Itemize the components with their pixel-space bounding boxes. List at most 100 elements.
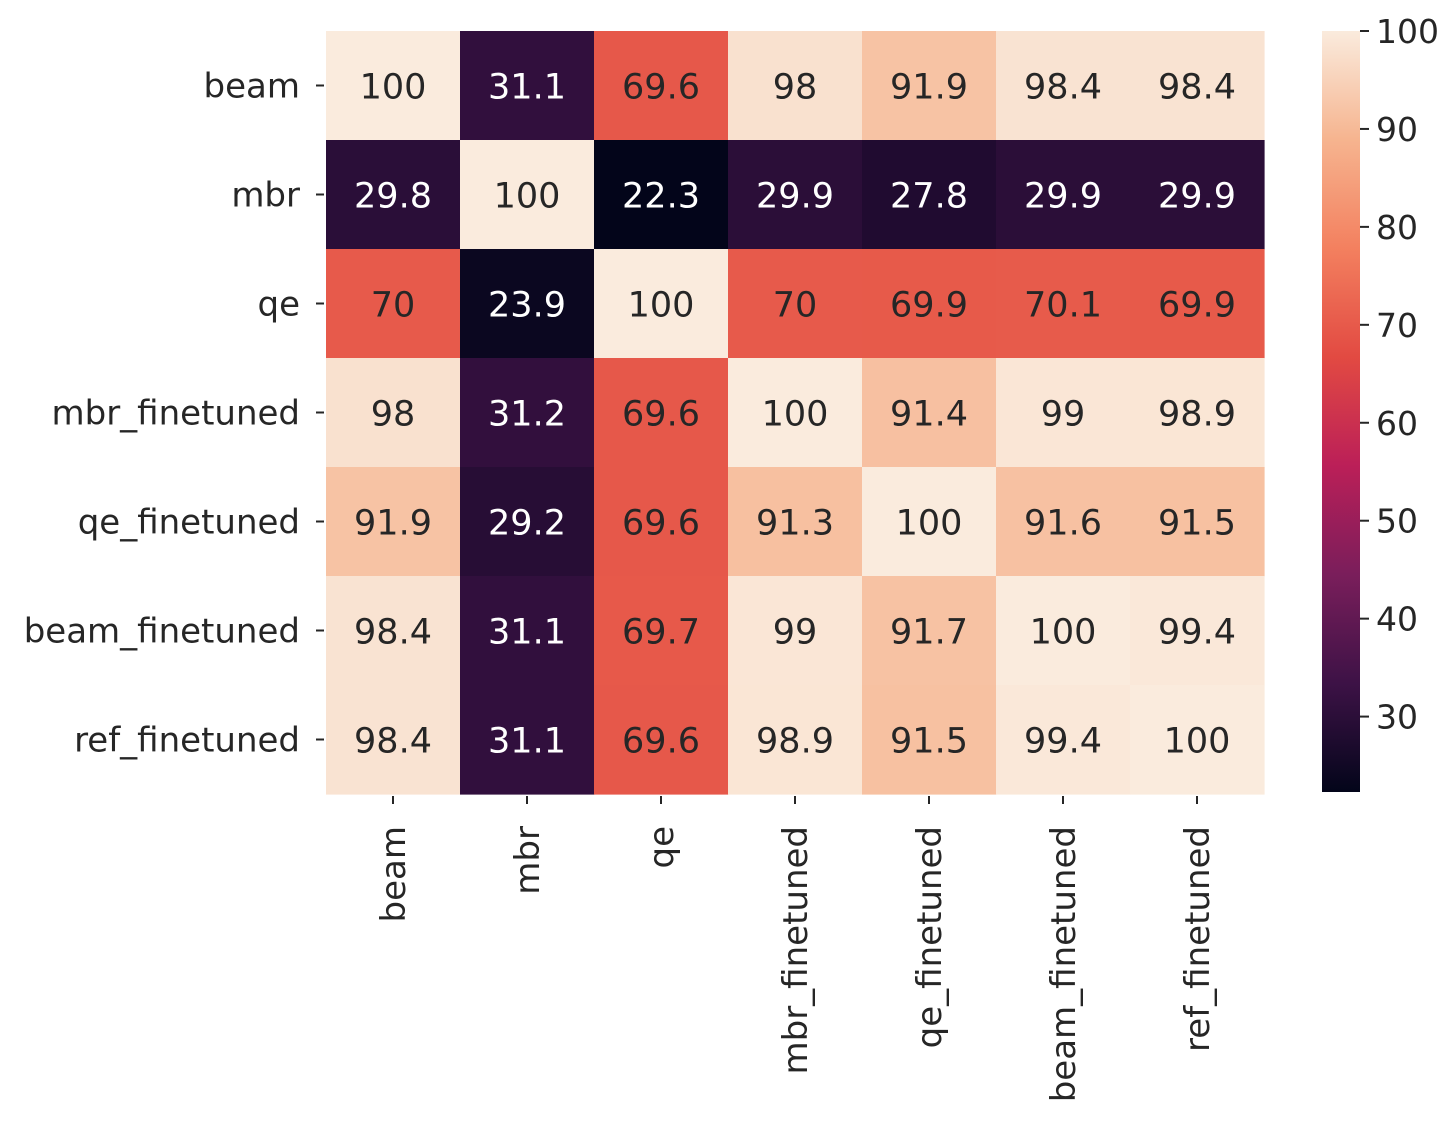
cell-value-label: 100 xyxy=(1164,722,1231,762)
heatmap-cell xyxy=(326,576,461,686)
heatmap-cell xyxy=(460,467,595,577)
heatmap-cell xyxy=(996,358,1131,468)
cell-value-label: 91.5 xyxy=(1158,504,1236,544)
colorbar-tick-label: 40 xyxy=(1376,600,1418,639)
heatmap-cell xyxy=(326,358,461,468)
cell-value-label: 29.8 xyxy=(354,177,432,217)
y-tick-label: qe_finetuned xyxy=(78,503,300,543)
heatmap-cell xyxy=(1130,140,1265,250)
cell-value-label: 29.2 xyxy=(488,504,566,544)
cell-value-label: 23.9 xyxy=(488,286,566,326)
heatmap-cell xyxy=(326,467,461,577)
heatmap-cell xyxy=(728,685,863,795)
heatmap-cell xyxy=(1130,685,1265,795)
heatmap-cell xyxy=(1130,358,1265,468)
x-tick-label: mbr xyxy=(508,826,548,895)
cell-value-label: 98 xyxy=(773,68,818,108)
heatmap-cell xyxy=(862,685,997,795)
x-tick-label: mbr_finetuned xyxy=(776,826,816,1075)
x-tick-label: qe xyxy=(642,826,682,869)
heatmap-cell xyxy=(728,31,863,141)
cell-value-label: 91.7 xyxy=(890,613,968,653)
heatmap-cell xyxy=(460,576,595,686)
cell-value-label: 91.6 xyxy=(1024,504,1102,544)
heatmap-cell xyxy=(1130,576,1265,686)
heatmap-cell xyxy=(728,140,863,250)
heatmap-cell xyxy=(594,31,729,141)
cell-value-label: 69.6 xyxy=(622,504,700,544)
x-tick-label: ref_finetuned xyxy=(1178,826,1218,1052)
cell-value-label: 99 xyxy=(1041,395,1086,435)
cell-value-label: 99.4 xyxy=(1024,722,1102,762)
heatmap-cell xyxy=(996,140,1131,250)
heatmap-cell xyxy=(460,140,595,250)
cell-value-label: 100 xyxy=(1030,613,1097,653)
cell-value-label: 99.4 xyxy=(1158,613,1236,653)
heatmap-cell xyxy=(594,140,729,250)
heatmap-cell xyxy=(728,358,863,468)
y-tick-label: mbr xyxy=(231,176,300,216)
cell-value-label: 98.4 xyxy=(1024,68,1102,108)
cell-value-label: 27.8 xyxy=(890,177,968,217)
cell-value-label: 98.4 xyxy=(1158,68,1236,108)
heatmap-cell xyxy=(728,467,863,577)
cell-value-label: 100 xyxy=(896,504,963,544)
heatmap-cell xyxy=(1130,467,1265,577)
cell-value-label: 29.9 xyxy=(1024,177,1102,217)
heatmap-cell xyxy=(460,31,595,141)
colorbar-gradient xyxy=(1322,31,1360,792)
cell-value-label: 31.2 xyxy=(488,395,566,435)
heatmap-cell xyxy=(594,467,729,577)
y-axis: beam mbr qe mbr_finetuned qe_finetuned beam_f… xyxy=(24,67,324,761)
heatmap-cell xyxy=(996,31,1131,141)
x-tick-label: beam_finetuned xyxy=(1044,826,1084,1102)
cell-value-label: 100 xyxy=(360,68,427,108)
cell-value-label: 98.4 xyxy=(354,613,432,653)
cell-value-label: 98 xyxy=(371,395,416,435)
cell-value-label: 99 xyxy=(773,613,818,653)
colorbar-tick-label: 60 xyxy=(1376,404,1418,443)
cell-value-label: 69.6 xyxy=(622,395,700,435)
cell-value-label: 70 xyxy=(773,286,818,326)
cell-value-label: 70 xyxy=(371,286,416,326)
y-tick-label: qe xyxy=(258,285,301,325)
heatmap-cell xyxy=(996,685,1131,795)
cell-value-label: 91.5 xyxy=(890,722,968,762)
colorbar-tick-label: 70 xyxy=(1376,306,1418,345)
cell-value-label: 70.1 xyxy=(1024,286,1102,326)
cell-value-label: 69.9 xyxy=(1158,286,1236,326)
heatmap-cell xyxy=(460,249,595,359)
colorbar-tick-label: 80 xyxy=(1376,208,1418,247)
cell-value-label: 100 xyxy=(762,395,829,435)
heatmap-cell xyxy=(594,249,729,359)
cell-value-label: 69.9 xyxy=(890,286,968,326)
cell-value-label: 100 xyxy=(628,286,695,326)
heatmap-cell xyxy=(1130,249,1265,359)
cell-value-label: 69.7 xyxy=(622,613,700,653)
heatmap-cell xyxy=(862,249,997,359)
cell-value-label: 91.4 xyxy=(890,395,968,435)
colorbar-tick-label: 100 xyxy=(1376,12,1439,51)
heatmap-cell xyxy=(862,358,997,468)
heatmap-cell xyxy=(996,576,1131,686)
heatmap-cell xyxy=(326,140,461,250)
heatmap-annotations: 100 31.1 69.6 98 91.9 98.4 98.4 29.8 100 22.3 29.9… xyxy=(354,68,1236,762)
heatmap-cell xyxy=(460,685,595,795)
heatmap-cell xyxy=(862,140,997,250)
cell-value-label: 31.1 xyxy=(488,613,566,653)
heatmap-cell xyxy=(326,249,461,359)
heatmap-cells xyxy=(326,31,1265,795)
cell-value-label: 91.9 xyxy=(890,68,968,108)
x-tick-label: qe_finetuned xyxy=(910,826,950,1048)
cell-value-label: 29.9 xyxy=(756,177,834,217)
y-tick-label: beam xyxy=(204,67,300,107)
y-tick-label: beam_finetuned xyxy=(24,612,300,652)
cell-value-label: 98.9 xyxy=(1158,395,1236,435)
heatmap-cell xyxy=(862,576,997,686)
colorbar-tick-label: 50 xyxy=(1376,502,1418,541)
y-tick-label: ref_finetuned xyxy=(74,721,300,761)
heatmap-cell xyxy=(1130,31,1265,141)
cell-value-label: 69.6 xyxy=(622,68,700,108)
